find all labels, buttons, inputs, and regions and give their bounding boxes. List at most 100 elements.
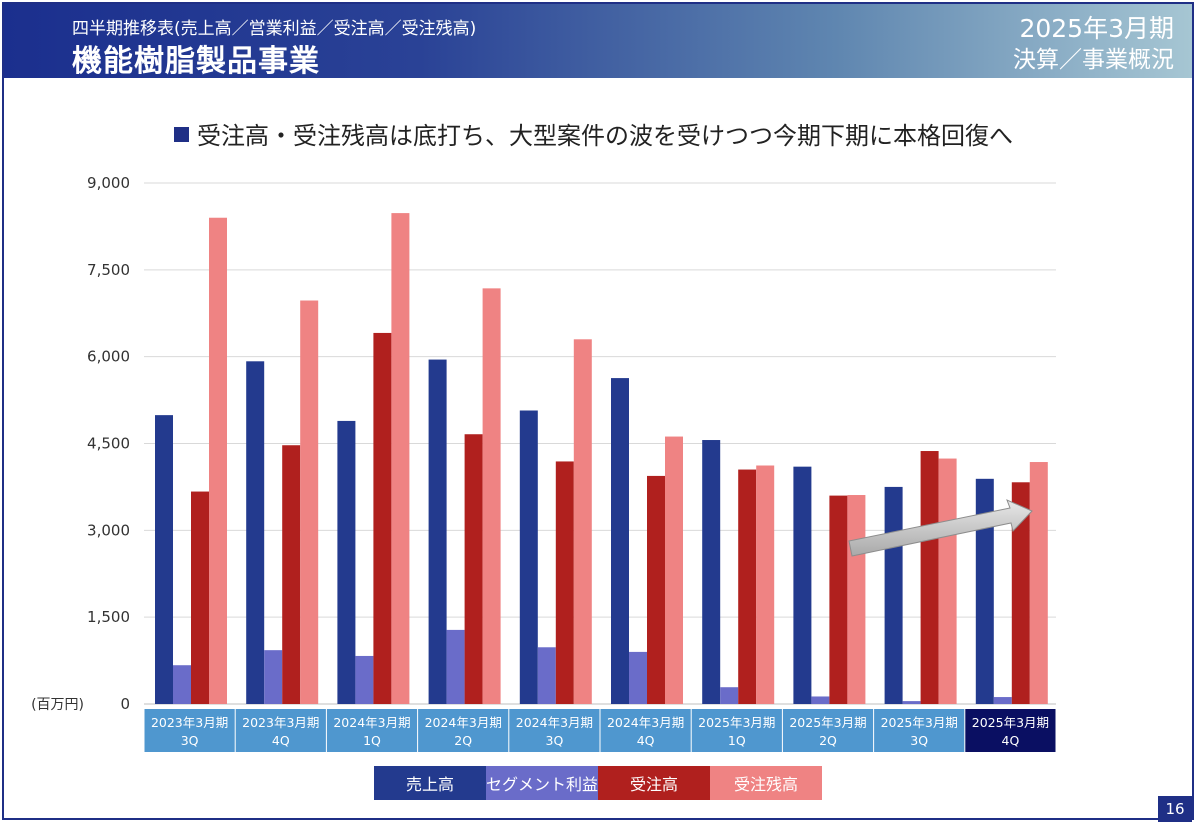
- bar: [975, 478, 994, 704]
- bar: [756, 465, 775, 704]
- bar: [209, 217, 227, 704]
- category-year-label: 2025年3月期: [972, 715, 1049, 730]
- bar: [738, 469, 757, 704]
- bar: [373, 332, 392, 704]
- category-quarter-label: 3Q: [910, 733, 928, 748]
- bar: [391, 213, 410, 704]
- bar: [847, 495, 866, 704]
- bar: [702, 440, 721, 704]
- headline: 受注高・受注残高は底打ち、大型案件の波を受けつつ今期下期に本格回復へ: [174, 116, 1013, 151]
- bars: [155, 213, 1048, 704]
- bar: [793, 466, 812, 704]
- bar: [573, 339, 592, 704]
- page-number: 16: [1158, 796, 1192, 822]
- category-quarter-label: 1Q: [363, 733, 381, 748]
- bar: [629, 651, 647, 704]
- headline-text: 受注高・受注残高は底打ち、大型案件の波を受けつつ今期下期に本格回復へ: [197, 122, 1013, 150]
- category-quarter-label: 2Q: [454, 733, 472, 748]
- slide-header: 四半期推移表(売上高／営業利益／受注高／受注残高) 機能樹脂製品事業 2025年…: [4, 4, 1192, 79]
- category-year-label: 2024年3月期: [516, 715, 593, 730]
- unit-label: (百万円): [31, 697, 84, 713]
- bar: [155, 415, 173, 704]
- category-year-label: 2025年3月期: [698, 715, 775, 730]
- trend-arrow-icon: [848, 499, 1033, 557]
- header-subtitle: 四半期推移表(売上高／営業利益／受注高／受注残高): [72, 19, 477, 39]
- category-quarter-label: 4Q: [1002, 733, 1020, 748]
- bar: [191, 491, 209, 704]
- bar: [482, 288, 501, 704]
- category-quarter-label: 3Q: [546, 733, 564, 748]
- bar: [611, 378, 629, 704]
- bar: [282, 445, 301, 704]
- bar: [993, 697, 1012, 704]
- category-box: [509, 709, 600, 752]
- bar: [938, 458, 957, 704]
- category-quarter-label: 1Q: [728, 733, 746, 748]
- category-quarter-label: 4Q: [272, 733, 290, 748]
- category-box: [600, 709, 691, 752]
- category-box: [326, 709, 418, 752]
- category-year-label: 2024年3月期: [333, 715, 410, 730]
- bar: [902, 701, 921, 704]
- bar: [720, 687, 739, 704]
- category-box: [965, 709, 1056, 752]
- bar: [337, 420, 356, 704]
- bar: [355, 655, 374, 704]
- bar: [1029, 462, 1048, 704]
- category-year-label: 2024年3月期: [607, 715, 684, 730]
- category-year-label: 2023年3月期: [242, 715, 319, 730]
- y-tick-label: 4,500: [87, 435, 130, 453]
- category-box: [418, 709, 509, 752]
- bar: [884, 486, 903, 704]
- axis-labels: 0 1,500 3,000 4,500 6,000 7,500 9,000 (百万円): [31, 174, 130, 713]
- header-period-block: 2025年3月期 決算／事業概況: [1013, 14, 1174, 76]
- y-tick-label: 9,000: [87, 174, 130, 192]
- y-tick-label: 6,000: [87, 348, 130, 366]
- y-tick-label: 7,500: [87, 261, 130, 279]
- y-tick-label: 1,500: [87, 608, 130, 626]
- category-box: [874, 709, 965, 752]
- legend-item: セグメント利益: [486, 766, 598, 800]
- fiscal-period: 2025年3月期: [1019, 14, 1174, 43]
- category-box: [144, 709, 235, 752]
- category-year-label: 2023年3月期: [151, 715, 228, 730]
- bar: [519, 410, 538, 704]
- bar: [920, 451, 939, 704]
- bar: [1011, 482, 1030, 704]
- page-title: 機能樹脂製品事業: [72, 44, 320, 79]
- bar: [811, 696, 830, 704]
- category-quarter-label: 2Q: [819, 733, 837, 748]
- category-year-label: 2025年3月期: [789, 715, 866, 730]
- category-year-label: 2025年3月期: [881, 715, 958, 730]
- bar: [446, 629, 465, 704]
- bar: [537, 647, 556, 704]
- legend-item: 売上高: [374, 766, 486, 800]
- legend-item: 受注高: [598, 766, 710, 800]
- category-quarter-label: 3Q: [181, 733, 199, 748]
- bar: [300, 300, 319, 704]
- category-quarter-label: 4Q: [637, 733, 655, 748]
- chart-legend: 売上高 セグメント利益 受注高 受注残高: [374, 766, 822, 800]
- bar: [246, 361, 265, 704]
- grid-lines: [144, 182, 1056, 705]
- bar: [665, 436, 683, 704]
- section-label: 決算／事業概況: [1013, 47, 1174, 73]
- bar: [173, 665, 191, 704]
- y-tick-label: 3,000: [87, 521, 130, 539]
- bar: [829, 495, 848, 704]
- category-box: [691, 709, 782, 752]
- bar: [647, 475, 665, 704]
- y-tick-label: 0: [120, 695, 130, 713]
- bar: [264, 650, 283, 704]
- legend-item: 受注残高: [710, 766, 822, 800]
- category-box: [782, 709, 874, 752]
- square-bullet-icon: [174, 127, 189, 142]
- category-axis: 2023年3月期 3Q 2023年3月期 4Q 2024年3月期 1Q 2024年3月期 2Q…: [144, 709, 1056, 752]
- bar: [464, 434, 483, 704]
- bar: [428, 359, 447, 704]
- category-box: [235, 709, 326, 752]
- bar: [555, 461, 574, 704]
- category-year-label: 2024年3月期: [425, 715, 502, 730]
